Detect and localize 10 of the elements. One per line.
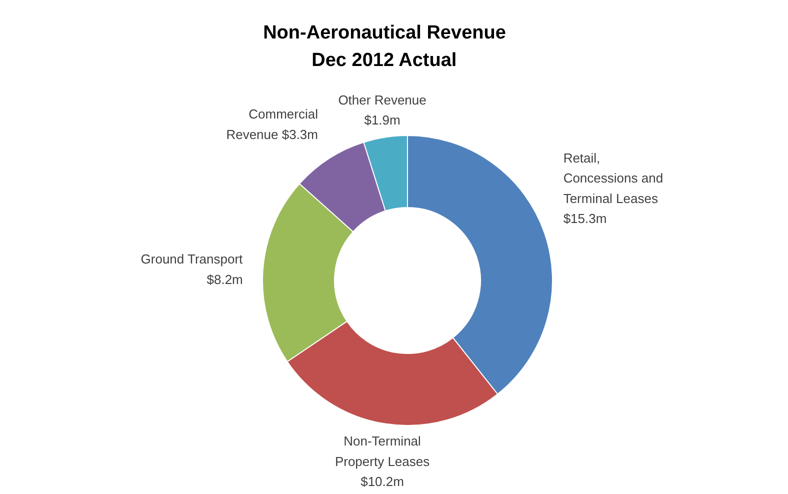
slice-label: Non-Terminal Property Leases [334, 434, 430, 469]
data-label: $15.3m [563, 211, 607, 226]
slice-label: Other Revenue [338, 92, 426, 108]
data-label: $8.2m [206, 272, 243, 287]
slice-label: Commercial Revenue $3.3m [226, 106, 318, 142]
chart-title: Non-Aeronautical Revenue Dec 2012 Actual [263, 22, 506, 71]
data-label: $10.2m [360, 474, 404, 489]
slice-label: Ground Transport [140, 252, 244, 267]
data-label: $1.9m [364, 112, 400, 128]
slice-label: Retail, Concessions and Terminal Leases [563, 150, 664, 206]
